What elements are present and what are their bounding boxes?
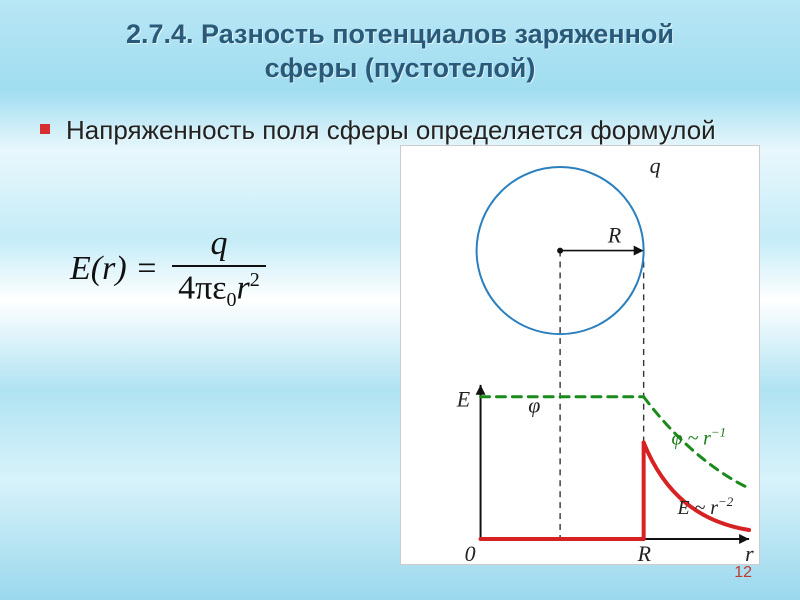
svg-text:R: R bbox=[637, 542, 651, 564]
formula-denominator: 4πε0r2 bbox=[172, 267, 266, 312]
bullet-marker-icon bbox=[40, 124, 50, 134]
slide-body: Напряженность поля сферы определяется фо… bbox=[0, 86, 800, 148]
bullet-item: Напряженность поля сферы определяется фо… bbox=[40, 114, 760, 148]
page-number: 12 bbox=[734, 564, 752, 582]
svg-text:0: 0 bbox=[465, 542, 476, 564]
svg-text:E ~ r−2: E ~ r−2 bbox=[676, 494, 733, 519]
heading-line1: 2.7.4. Разность потенциалов заряженной bbox=[126, 19, 674, 49]
formula-fraction: q 4πε0r2 bbox=[172, 225, 266, 312]
heading-text: 2.7.4. Разность потенциалов заряженной с… bbox=[40, 18, 760, 86]
formula-numerator: q bbox=[198, 225, 239, 265]
formula-lhs: E(r) = bbox=[70, 250, 164, 288]
bullet-text: Напряженность поля сферы определяется фо… bbox=[66, 114, 716, 148]
chart-panel: q R Eφ 0 Rr φ ~ r−1 E ~ r−2 bbox=[400, 145, 760, 565]
svg-text:φ: φ bbox=[528, 394, 540, 418]
svg-text:E: E bbox=[456, 388, 470, 412]
slide-heading: 2.7.4. Разность потенциалов заряженной с… bbox=[0, 0, 800, 86]
svg-text:q: q bbox=[650, 154, 661, 178]
formula: E(r) = q 4πε0r2 bbox=[70, 225, 266, 312]
heading-line2: сферы (пустотелой) bbox=[265, 53, 536, 83]
chart-svg: q R Eφ 0 Rr φ ~ r−1 E ~ r−2 bbox=[401, 146, 759, 564]
svg-text:R: R bbox=[607, 224, 621, 248]
svg-text:r: r bbox=[745, 542, 754, 564]
svg-text:φ ~ r−1: φ ~ r−1 bbox=[671, 425, 726, 450]
